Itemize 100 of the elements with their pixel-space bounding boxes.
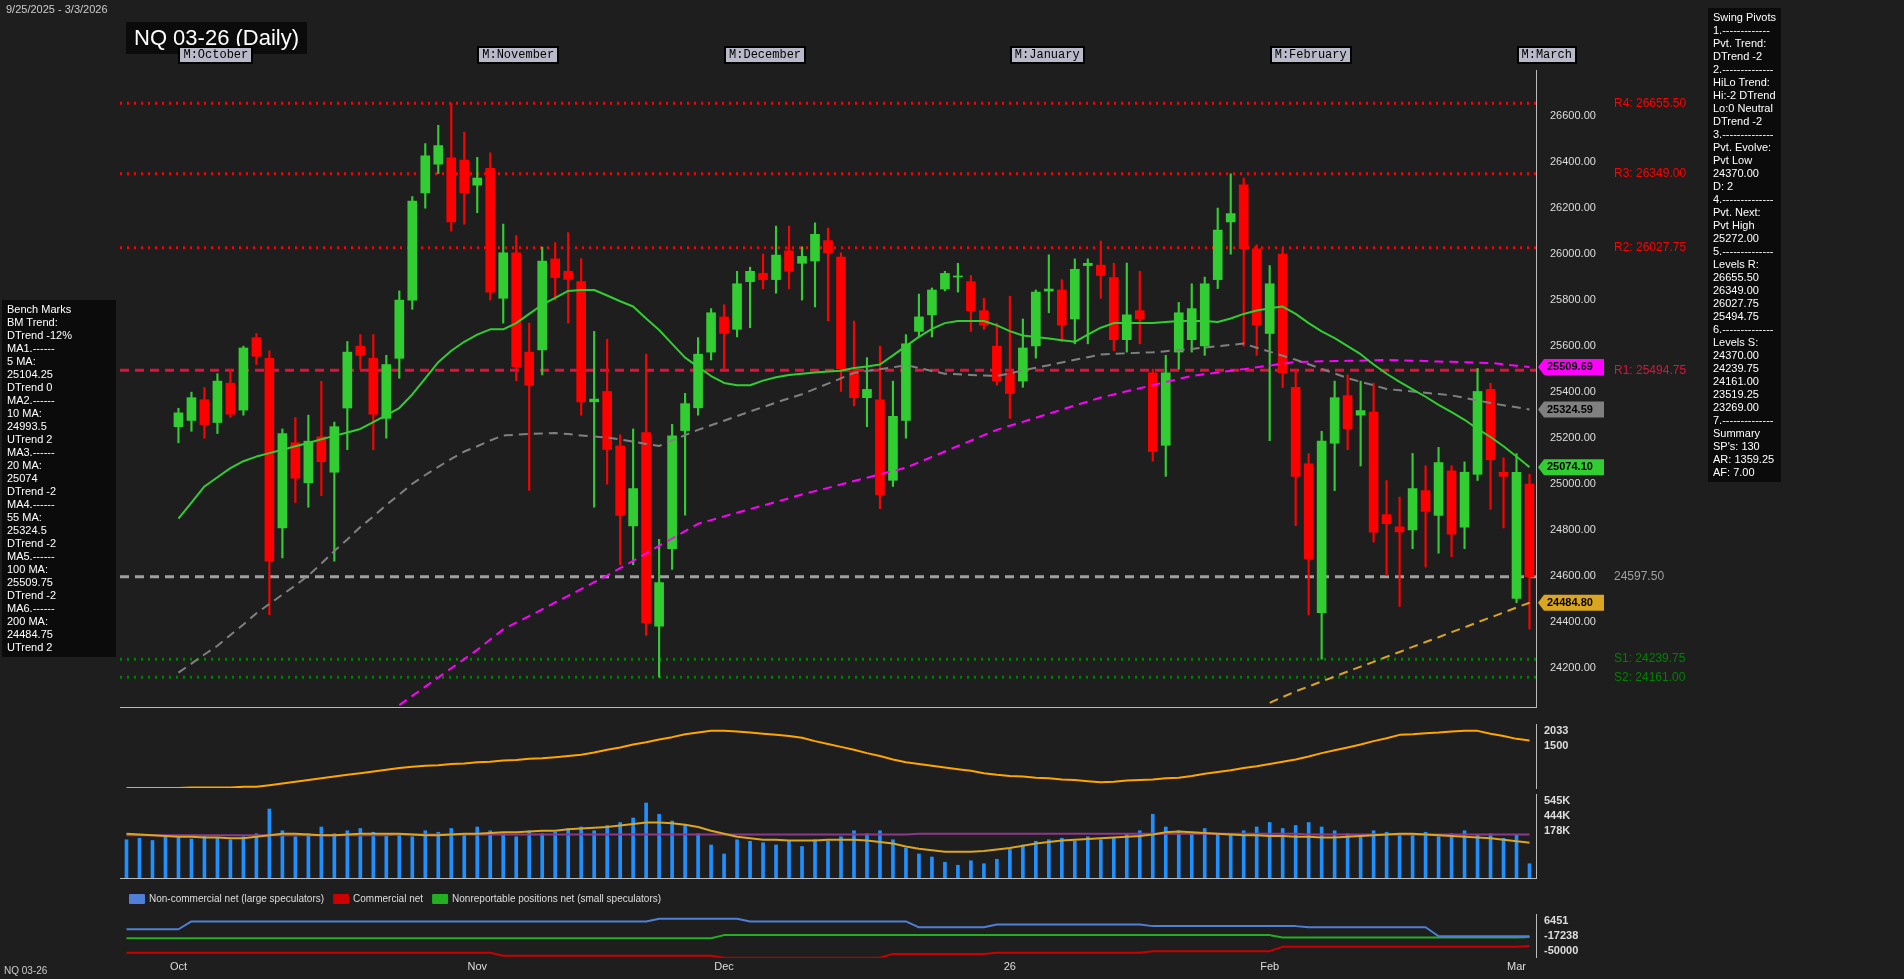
bar: [605, 825, 609, 878]
x-tick-label: Oct: [169, 960, 188, 973]
data-label: 25324.59: [1547, 402, 1593, 415]
bar: [1267, 822, 1272, 878]
y-tick-label: 24400.00: [1550, 615, 1596, 628]
text: M:January: [1009, 46, 1085, 64]
x-tick-label: Dec: [714, 960, 735, 973]
bar: [410, 836, 415, 878]
bar: [1241, 830, 1246, 878]
text: 2033: [1544, 724, 1569, 736]
bar: [774, 844, 778, 878]
bar: [748, 840, 752, 878]
bar: [501, 833, 506, 878]
y-tick-label: 24800.00: [1550, 523, 1596, 536]
bar: [527, 830, 532, 878]
bar: [579, 826, 583, 878]
bar: [644, 802, 648, 878]
legend-label: Commercial net: [353, 892, 424, 904]
bar: [839, 836, 843, 878]
text: -50000: [1544, 944, 1579, 956]
data-label: 25074.10: [1547, 460, 1593, 473]
line-series: [398, 358, 1531, 707]
bar: [1073, 840, 1077, 878]
bar: [1137, 830, 1142, 878]
bar: [1060, 837, 1064, 878]
y-tick-label: 26200.00: [1550, 201, 1596, 214]
x-tick-label: 26: [1003, 960, 1016, 973]
candlestick: [1498, 457, 1509, 529]
bar: [735, 839, 739, 878]
bar: [722, 853, 726, 878]
text: Bench Marks BM Trend: DTrend -12% MA1.------ 5 MA: 25104.25 DTrend 0 MA2.------ 10 MA: 24993.5 UTrend 2 MA3.------ 20 MA: 25074 DTrend -2 MA4.------ 55 MA: 25324.5 DTrend -2 MA5.------ 100 MA: 25509.75 DTrend -2 MA6.------ 200 MA: 24484.75 UTrend 2: [7, 303, 73, 653]
y-tick-label: 25600.00: [1550, 339, 1596, 352]
bar: [423, 830, 428, 878]
bar: [826, 840, 830, 878]
legend-label: Nonreportable positions net (small speculators): [452, 892, 662, 904]
bar: [1098, 839, 1103, 878]
text: 545K: [1544, 794, 1571, 806]
bar: [631, 817, 635, 878]
bar: [709, 844, 713, 878]
bar: [1111, 837, 1116, 878]
candlestick: [589, 331, 599, 508]
bar: [540, 833, 545, 878]
line-series: [177, 342, 1531, 674]
bar: [800, 846, 804, 878]
text: M:November: [477, 46, 560, 64]
bar: [1202, 828, 1207, 878]
bar: [1254, 826, 1259, 878]
text: NQ 03-26: [4, 965, 48, 976]
bar: [761, 842, 765, 878]
bar: [943, 861, 947, 878]
bar: [1176, 830, 1181, 878]
ref-line-label: S1: 24239.75: [1614, 651, 1686, 666]
text: 178K: [1544, 824, 1571, 836]
bar: [696, 833, 700, 878]
bar: [670, 820, 674, 878]
bar: [384, 833, 389, 878]
bar: [1215, 833, 1220, 878]
legend-label: Non-commercial net (large speculators): [149, 892, 325, 904]
y-tick-label: 24200.00: [1550, 661, 1596, 674]
bar: [982, 863, 986, 878]
text: M:October: [178, 46, 254, 64]
data-label: 25509.69: [1547, 359, 1593, 372]
y-tick-label: 25000.00: [1550, 477, 1596, 490]
bar: [865, 833, 869, 878]
ref-line-label: R4: 26655.50: [1614, 95, 1687, 110]
ref-line-label: R1: 25494.75: [1614, 362, 1687, 377]
bar: [657, 813, 661, 878]
bar: [904, 847, 908, 878]
y-tick-label: 24600.00: [1550, 569, 1596, 582]
text: M:March: [1516, 46, 1577, 64]
candlestick: [1420, 465, 1431, 568]
bar: [514, 836, 519, 878]
text: 6451: [1544, 914, 1569, 926]
bar: [995, 858, 999, 878]
ref-line-label: 24597.50: [1614, 569, 1665, 584]
line-series: [1268, 601, 1531, 704]
text: 1500: [1544, 739, 1569, 751]
bar: [397, 834, 402, 878]
bar: [371, 831, 376, 878]
x-tick-label: Nov: [467, 960, 488, 973]
bar: [1280, 828, 1285, 878]
bar: [1124, 833, 1129, 878]
bar: [566, 828, 571, 878]
ref-line-label: R3: 26349.00: [1614, 166, 1687, 181]
text: -17238: [1544, 929, 1579, 941]
bar: [1021, 844, 1025, 878]
bar: [618, 822, 622, 878]
text: Swing Pivots 1.------------- Pvt. Trend: DTrend -2 2.-------------- HiLo Trend: Hi:-2 DTrend Lo:0 Neutral DTrend -2 3.-------------- Pvt. Evolve: Pvt Low 24370.00 D: 2 4.-------------- Pvt. Next: Pvt High 25272.00 5.-------------- Levels R: 26655.50 26349.00 26027.75 25494.75 6.-------------- Levels S: 24370.00 24239.75 24161.00 23519.25 23269.00 7.-------------- Summary SP's: 130 AR: 1359.25 AF: 7.00: [1713, 11, 1776, 478]
y-tick-label: 25400.00: [1550, 385, 1596, 398]
ref-line-label: R2: 26027.75: [1614, 240, 1687, 255]
bar: [917, 853, 921, 878]
bar: [1085, 836, 1090, 878]
bar: [462, 833, 467, 878]
bar: [1008, 849, 1012, 878]
bar: [930, 856, 934, 878]
bar: [1163, 826, 1168, 878]
bar: [1034, 840, 1038, 878]
data-label: 24484.80: [1547, 595, 1593, 608]
text: 444K: [1544, 809, 1571, 821]
y-tick-label: 26600.00: [1550, 109, 1596, 122]
